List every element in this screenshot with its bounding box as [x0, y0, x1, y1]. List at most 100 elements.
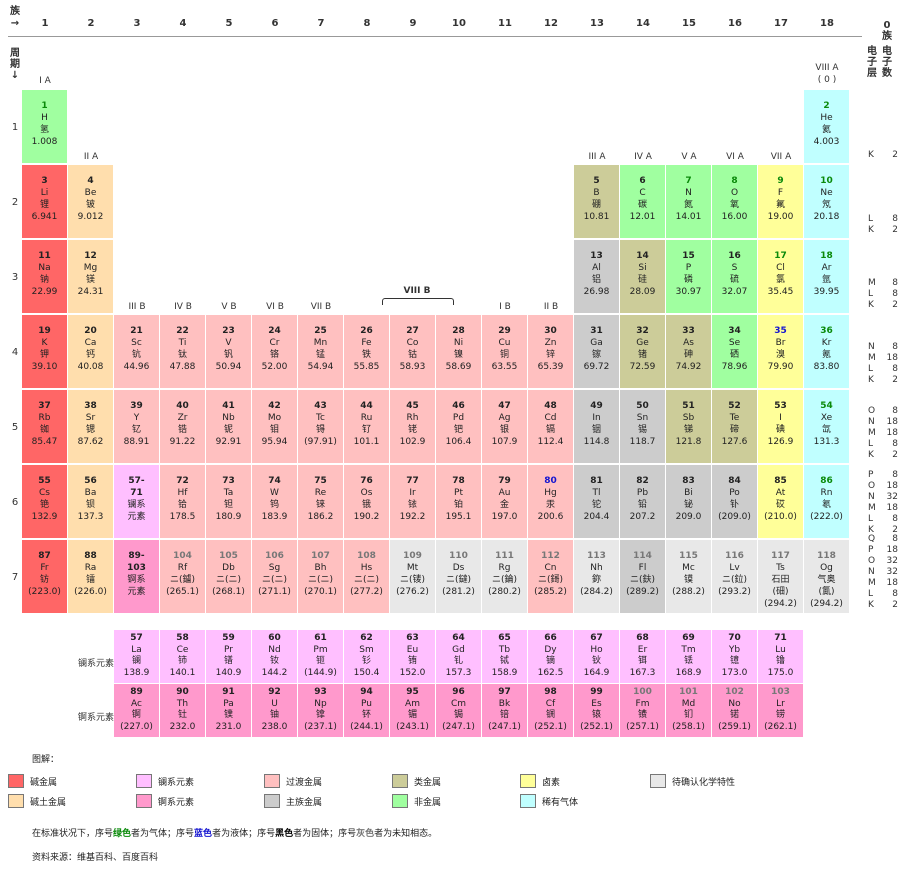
element-cell-at[interactable]: 85 At 砹 (210.0) — [758, 465, 804, 539]
element-cell-sr[interactable]: 38 Sr 锶 87.62 — [68, 390, 114, 464]
element-cell-am[interactable]: 95 Am 镅 (243.1) — [390, 684, 436, 738]
element-cell-tm[interactable]: 69 Tm 铥 168.9 — [666, 630, 712, 684]
element-cell-pr[interactable]: 59 Pr 镨 140.9 — [206, 630, 252, 684]
element-cell-sm[interactable]: 62 Sm 钐 150.4 — [344, 630, 390, 684]
element-cell-au[interactable]: 79 Au 金 197.0 — [482, 465, 528, 539]
element-cell-bi[interactable]: 83 Bi 铋 209.0 — [666, 465, 712, 539]
element-cell-pa[interactable]: 91 Pa 镤 231.0 — [206, 684, 252, 738]
element-cell-ra[interactable]: 88 Ra 镭 (226.0) — [68, 540, 114, 614]
element-cell-ne[interactable]: 10 Ne 氖 20.18 — [804, 165, 850, 239]
element-cell-kr[interactable]: 36 Kr 氪 83.80 — [804, 315, 850, 389]
element-cell-dy[interactable]: 66 Dy 镝 162.5 — [528, 630, 574, 684]
element-cell-ga[interactable]: 31 Ga 镓 69.72 — [574, 315, 620, 389]
element-cell-c[interactable]: 6 C 碳 12.01 — [620, 165, 666, 239]
element-cell-eu[interactable]: 63 Eu 铕 152.0 — [390, 630, 436, 684]
element-cell-h[interactable]: 1 H 氢 1.008 — [22, 90, 68, 164]
element-cell-hg[interactable]: 80 Hg 汞 200.6 — [528, 465, 574, 539]
element-cell-ir[interactable]: 77 Ir 铱 192.2 — [390, 465, 436, 539]
element-cell-mt[interactable]: 109 Mt ニ(鿏) (276.2) — [390, 540, 436, 614]
element-cell-mo[interactable]: 42 Mo 钼 95.94 — [252, 390, 298, 464]
element-cell-mg[interactable]: 12 Mg 镁 24.31 — [68, 240, 114, 314]
element-cell-cr[interactable]: 24 Cr 铬 52.00 — [252, 315, 298, 389]
element-cell-th[interactable]: 90 Th 钍 232.0 — [160, 684, 206, 738]
element-cell-nh[interactable]: 113 Nh 鉨 (284.2) — [574, 540, 620, 614]
element-cell-fe[interactable]: 26 Fe 铁 55.85 — [344, 315, 390, 389]
element-cell-be[interactable]: 4 Be 铍 9.012 — [68, 165, 114, 239]
element-cell-cu[interactable]: 29 Cu 铜 63.55 — [482, 315, 528, 389]
element-cell-ho[interactable]: 67 Ho 钬 164.9 — [574, 630, 620, 684]
element-cell-pu[interactable]: 94 Pu 钚 (244.1) — [344, 684, 390, 738]
element-cell-no[interactable]: 102 No 锘 (259.1) — [712, 684, 758, 738]
element-cell-cm[interactable]: 96 Cm 锔 (247.1) — [436, 684, 482, 738]
element-cell-lr[interactable]: 103 Lr 铹 (262.1) — [758, 684, 804, 738]
element-cell-series[interactable]: 89- 103 锕系 元素 — [114, 540, 160, 614]
element-cell-pb[interactable]: 82 Pb 铅 207.2 — [620, 465, 666, 539]
element-cell-cl[interactable]: 17 Cl 氯 35.45 — [758, 240, 804, 314]
element-cell-as[interactable]: 33 As 砷 74.92 — [666, 315, 712, 389]
element-cell-p[interactable]: 15 P 磷 30.97 — [666, 240, 712, 314]
element-cell-fl[interactable]: 114 Fl ニ(鈇) (289.2) — [620, 540, 666, 614]
element-cell-pd[interactable]: 46 Pd 钯 106.4 — [436, 390, 482, 464]
element-cell-po[interactable]: 84 Po 钋 (209.0) — [712, 465, 758, 539]
element-cell-lv[interactable]: 116 Lv ニ(鉝) (293.2) — [712, 540, 758, 614]
element-cell-pt[interactable]: 78 Pt 铂 195.1 — [436, 465, 482, 539]
element-cell-ba[interactable]: 56 Ba 钡 137.3 — [68, 465, 114, 539]
element-cell-ag[interactable]: 47 Ag 银 107.9 — [482, 390, 528, 464]
element-cell-br[interactable]: 35 Br 溴 79.90 — [758, 315, 804, 389]
element-cell-b[interactable]: 5 B 硼 10.81 — [574, 165, 620, 239]
element-cell-s[interactable]: 16 S 硫 32.07 — [712, 240, 758, 314]
element-cell-w[interactable]: 74 W 钨 183.9 — [252, 465, 298, 539]
element-cell-co[interactable]: 27 Co 钴 58.93 — [390, 315, 436, 389]
element-cell-series[interactable]: 57- 71 镧系 元素 — [114, 465, 160, 539]
element-cell-nb[interactable]: 41 Nb 铌 92.91 — [206, 390, 252, 464]
element-cell-i[interactable]: 53 I 碘 126.9 — [758, 390, 804, 464]
element-cell-se[interactable]: 34 Se 硒 78.96 — [712, 315, 758, 389]
element-cell-ds[interactable]: 110 Ds ニ(鐽) (281.2) — [436, 540, 482, 614]
element-cell-re[interactable]: 75 Re 铼 186.2 — [298, 465, 344, 539]
element-cell-f[interactable]: 9 F 氟 19.00 — [758, 165, 804, 239]
element-cell-rf[interactable]: 104 Rf ニ(鑪) (265.1) — [160, 540, 206, 614]
element-cell-hf[interactable]: 72 Hf 铪 178.5 — [160, 465, 206, 539]
element-cell-rn[interactable]: 86 Rn 氡 (222.0) — [804, 465, 850, 539]
element-cell-hs[interactable]: 108 Hs ニ(ニ) (277.2) — [344, 540, 390, 614]
element-cell-ar[interactable]: 18 Ar 氩 39.95 — [804, 240, 850, 314]
element-cell-ce[interactable]: 58 Ce 铈 140.1 — [160, 630, 206, 684]
element-cell-cf[interactable]: 98 Cf 锎 (252.1) — [528, 684, 574, 738]
element-cell-ta[interactable]: 73 Ta 钽 180.9 — [206, 465, 252, 539]
element-cell-na[interactable]: 11 Na 钠 22.99 — [22, 240, 68, 314]
element-cell-yb[interactable]: 70 Yb 镱 173.0 — [712, 630, 758, 684]
element-cell-os[interactable]: 76 Os 锇 190.2 — [344, 465, 390, 539]
element-cell-db[interactable]: 105 Db ニ(ニ) (268.1) — [206, 540, 252, 614]
element-cell-bk[interactable]: 97 Bk 锫 (247.1) — [482, 684, 528, 738]
element-cell-rh[interactable]: 45 Rh 铑 102.9 — [390, 390, 436, 464]
element-cell-lu[interactable]: 71 Lu 镥 175.0 — [758, 630, 804, 684]
element-cell-ti[interactable]: 22 Ti 钛 47.88 — [160, 315, 206, 389]
element-cell-te[interactable]: 52 Te 碲 127.6 — [712, 390, 758, 464]
element-cell-ru[interactable]: 44 Ru 钌 101.1 — [344, 390, 390, 464]
element-cell-er[interactable]: 68 Er 铒 167.3 — [620, 630, 666, 684]
element-cell-al[interactable]: 13 Al 铝 26.98 — [574, 240, 620, 314]
element-cell-np[interactable]: 93 Np 镎 (237.1) — [298, 684, 344, 738]
element-cell-y[interactable]: 39 Y 钇 88.91 — [114, 390, 160, 464]
element-cell-xe[interactable]: 54 Xe 氙 131.3 — [804, 390, 850, 464]
element-cell-la[interactable]: 57 La 镧 138.9 — [114, 630, 160, 684]
element-cell-sc[interactable]: 21 Sc 钪 44.96 — [114, 315, 160, 389]
element-cell-pm[interactable]: 61 Pm 钷 (144.9) — [298, 630, 344, 684]
element-cell-he[interactable]: 2 He 氦 4.003 — [804, 90, 850, 164]
element-cell-tc[interactable]: 43 Tc 锝 (97.91) — [298, 390, 344, 464]
element-cell-tb[interactable]: 65 Tb 铽 158.9 — [482, 630, 528, 684]
element-cell-fr[interactable]: 87 Fr 钫 (223.0) — [22, 540, 68, 614]
element-cell-es[interactable]: 99 Es 锿 (252.1) — [574, 684, 620, 738]
element-cell-rg[interactable]: 111 Rg ニ(錀) (280.2) — [482, 540, 528, 614]
element-cell-sg[interactable]: 106 Sg ニ(ニ) (271.1) — [252, 540, 298, 614]
element-cell-ge[interactable]: 32 Ge 锗 72.59 — [620, 315, 666, 389]
element-cell-in[interactable]: 49 In 铟 114.8 — [574, 390, 620, 464]
element-cell-sb[interactable]: 51 Sb 锑 121.8 — [666, 390, 712, 464]
element-cell-sn[interactable]: 50 Sn 锡 118.7 — [620, 390, 666, 464]
element-cell-zr[interactable]: 40 Zr 锆 91.22 — [160, 390, 206, 464]
element-cell-li[interactable]: 3 Li 锂 6.941 — [22, 165, 68, 239]
element-cell-cs[interactable]: 55 Cs 铯 132.9 — [22, 465, 68, 539]
element-cell-mc[interactable]: 115 Mc 镆 (288.2) — [666, 540, 712, 614]
element-cell-u[interactable]: 92 U 铀 238.0 — [252, 684, 298, 738]
element-cell-rb[interactable]: 37 Rb 铷 85.47 — [22, 390, 68, 464]
